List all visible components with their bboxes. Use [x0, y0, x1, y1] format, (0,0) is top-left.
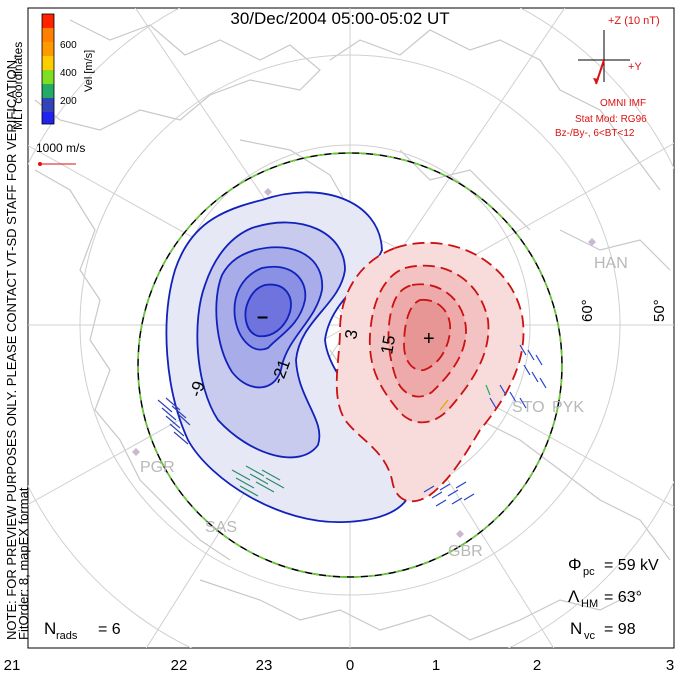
mlt-tick-22: 22	[171, 657, 188, 674]
imf-model: Stat Mod: RG96	[575, 114, 647, 125]
contour-label-minus9: -9	[186, 379, 209, 400]
svg-text:N: N	[44, 619, 56, 638]
mlt-tick-1: 1	[432, 657, 440, 674]
svg-text:N: N	[570, 619, 582, 638]
fitorder-note: FitOrder: 8, mapEX format	[16, 487, 31, 640]
imf-y-label: +Y	[628, 61, 642, 73]
coordinates-label: MLT coordinates	[11, 42, 25, 130]
colorbar-tick-600: 600	[60, 40, 77, 51]
mlt-axis: 21 22 23 0 1 2 3	[4, 657, 675, 674]
svg-text:= 59 kV: = 59 kV	[604, 557, 659, 574]
positive-potential-cell	[335, 241, 525, 503]
mlt-tick-2: 2	[533, 657, 541, 674]
station-sas: SAS	[205, 519, 237, 536]
svg-text:vc: vc	[584, 630, 596, 642]
negative-potential-cell	[165, 191, 414, 523]
station-pgr: PGR	[140, 459, 175, 476]
colorbar-tick-200: 200	[60, 96, 77, 107]
preview-note: NOTE: FOR PREVIEW PURPOSES ONLY. PLEASE …	[4, 56, 19, 640]
colorbar-tick-400: 400	[60, 68, 77, 79]
map-title: 30/Dec/2004 05:00-05:02 UT	[230, 9, 449, 28]
imf-source: OMNI IMF	[600, 98, 646, 109]
mlt-tick-21: 21	[4, 657, 21, 674]
lat-label-60: 60°	[579, 299, 596, 322]
heppner-maynard-boundary-dash	[137, 152, 563, 578]
svg-text:Λ: Λ	[568, 587, 580, 606]
contour-label-3: 3	[341, 328, 361, 341]
imf-dial	[578, 30, 630, 85]
svg-text:= 63°: = 63°	[604, 589, 642, 606]
svg-text:= 6: = 6	[98, 621, 121, 638]
mlt-tick-0: 0	[346, 657, 354, 674]
svg-text:Φ: Φ	[568, 555, 582, 574]
stat-phi-pc: Φ pc = 59 kV	[568, 555, 659, 578]
vector-scale-label: 1000 m/s	[36, 141, 85, 155]
svg-text:rads: rads	[56, 630, 78, 642]
station-sto: STO	[512, 399, 545, 416]
potential-max-marker: +	[423, 328, 435, 350]
lat-label-50: 50°	[651, 299, 668, 322]
station-markers	[132, 188, 596, 538]
svg-text:= 98: = 98	[604, 621, 636, 638]
stat-lambda-hm: Λ HM = 63°	[568, 587, 642, 610]
velocity-vectors	[157, 344, 547, 507]
svg-text:pc: pc	[583, 566, 595, 578]
mlt-tick-23: 23	[256, 657, 273, 674]
svg-text:HM: HM	[581, 598, 598, 610]
colorbar-label: Vel [m/s]	[83, 50, 95, 92]
station-gbr: GBR	[448, 543, 483, 560]
contour-label-15: 15	[377, 334, 399, 356]
imf-bin: Bz-/By-, 6<BT<12	[555, 128, 635, 139]
velocity-colorbar	[41, 13, 55, 125]
mlt-tick-3: 3	[666, 657, 674, 674]
stat-n-rads: N rads = 6	[44, 619, 121, 642]
vector-scale-dot	[38, 162, 42, 166]
station-han: HAN	[594, 255, 628, 272]
potential-min-marker: –	[257, 306, 268, 328]
imf-z-label: +Z (10 nT)	[608, 15, 660, 27]
stat-n-vc: N vc = 98	[570, 619, 636, 642]
station-pyk: PYK	[552, 399, 584, 416]
